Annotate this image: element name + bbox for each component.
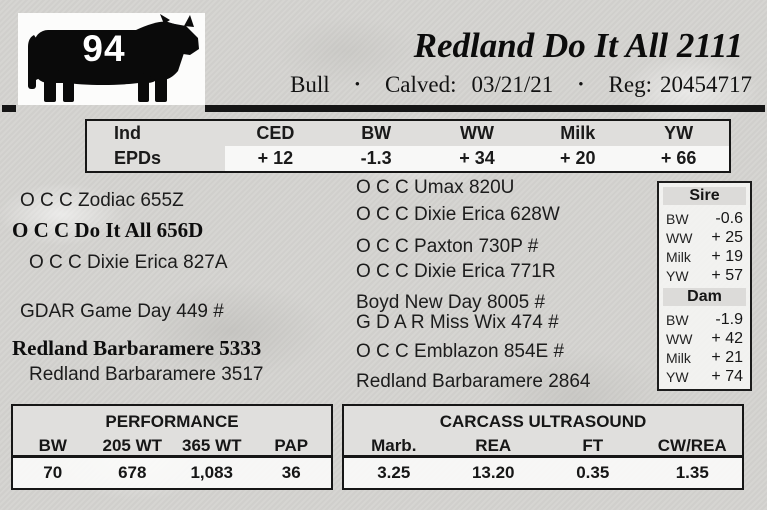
pedigree-sire-granddam: O C C Dixie Erica 827A	[29, 252, 228, 273]
pedigree-ancestor: O C C Paxton 730P #	[356, 236, 539, 257]
stat-label: YW	[666, 267, 689, 284]
epd-col-header-ced: CED	[256, 123, 295, 143]
stat-label: WW	[666, 330, 693, 347]
reg-number: 20454717	[660, 72, 752, 97]
epd-col-header-ww: WW	[460, 123, 494, 143]
stat-value: -0.6	[715, 209, 743, 227]
carcass-ultrasound-table: CARCASS ULTRASOUND Marb. REA FT CW/REA 3…	[342, 404, 744, 490]
epd-value-ced: + 12	[225, 146, 326, 171]
performance-table-header: PERFORMANCE BW 205 WT 365 WT PAP	[13, 406, 331, 458]
perf-value-205wt: 678	[118, 462, 147, 482]
epd-stat-row: WW + 25	[663, 228, 746, 247]
epd-table: Ind CED BW WW Milk YW EPDs + 12 -1.3 + 3…	[85, 119, 731, 173]
epd-col-header-yw: YW	[664, 123, 694, 143]
pedigree-ancestor: G D A R Miss Wix 474 #	[356, 312, 559, 333]
pedigree-sire-grandsire: O C C Zodiac 655Z	[20, 190, 184, 211]
performance-title: PERFORMANCE	[105, 412, 239, 431]
stat-label: BW	[666, 311, 689, 328]
pedigree-dam: Redland Barbaramere 5333	[12, 336, 262, 360]
separator-dot: •	[354, 76, 360, 93]
epd-stat-row: YW + 74	[663, 367, 746, 386]
epd-stat-row: Milk + 21	[663, 348, 746, 367]
carcass-value-rea: 13.20	[471, 462, 515, 482]
carcass-value-marb: 3.25	[377, 462, 411, 482]
epd-col-header-bw: BW	[361, 123, 392, 143]
separator-dot: •	[578, 76, 584, 93]
dam-section-header: Dam	[663, 288, 746, 306]
epd-col-header-milk: Milk	[560, 123, 596, 143]
epd-value-ww: + 34	[426, 146, 528, 171]
epd-stat-row: BW -1.9	[663, 310, 746, 329]
pedigree-ancestor: O C C Emblazon 854E #	[356, 341, 565, 362]
animal-name-title: Redland Do It All 2111	[413, 26, 743, 65]
calved-label: Calved:	[384, 72, 457, 97]
stat-value: + 19	[711, 247, 743, 265]
carcass-title: CARCASS ULTRASOUND	[439, 412, 647, 431]
perf-col-header-bw: BW	[38, 436, 67, 455]
pedigree-ancestor: Redland Barbaramere 2864	[356, 371, 591, 392]
pedigree-ancestor: Boyd New Day 8005 #	[356, 292, 546, 313]
pedigree-sire: O C C Do It All 656D	[12, 218, 204, 242]
performance-table: PERFORMANCE BW 205 WT 365 WT PAP 70 678 …	[11, 404, 333, 490]
pedigree-ancestor: O C C Dixie Erica 628W	[356, 204, 560, 225]
stat-label: BW	[666, 210, 689, 227]
bull-silhouette-icon	[28, 14, 199, 102]
pedigree-ancestor: O C C Umax 820U	[356, 177, 515, 198]
stat-value: + 21	[711, 348, 743, 366]
carcass-value-cwrea: 1.35	[675, 462, 709, 482]
stat-label: YW	[666, 368, 689, 385]
sex-label: Bull	[290, 72, 330, 97]
stat-value: + 57	[711, 266, 743, 284]
header-rule	[205, 105, 765, 112]
perf-col-header-205wt: 205 WT	[102, 436, 163, 455]
epd-stat-row: YW + 57	[663, 266, 746, 285]
pedigree-dam-granddam: Redland Barbaramere 3517	[29, 364, 264, 385]
perf-value-bw: 70	[43, 462, 63, 482]
stat-label: WW	[666, 229, 693, 246]
perf-col-header-pap: PAP	[274, 436, 309, 455]
header-rule-left-dash	[2, 105, 16, 112]
epd-value-bw: -1.3	[325, 146, 427, 171]
epd-stat-row: BW -0.6	[663, 209, 746, 228]
perf-value-pap: 36	[281, 462, 301, 482]
stat-label: Milk	[666, 248, 691, 265]
pedigree-ancestor: O C C Dixie Erica 771R	[356, 261, 556, 282]
carcass-table-header: CARCASS ULTRASOUND Marb. REA FT CW/REA	[344, 406, 742, 458]
stat-value: + 74	[711, 367, 743, 385]
carcass-value-ft: 0.35	[576, 462, 610, 482]
sire-section-header: Sire	[663, 187, 746, 205]
reg-label: Reg:	[608, 72, 652, 97]
sire-dam-epd-panel: Sire BW -0.6 WW + 25 Milk + 19 YW + 57 D…	[657, 181, 752, 391]
perf-col-header-365wt: 365 WT	[181, 436, 242, 455]
header-subline: Bull • Calved: 03/21/21 • Reg: 20454717	[290, 72, 752, 98]
epd-stat-row: WW + 42	[663, 329, 746, 348]
carcass-col-header-ft: FT	[582, 436, 604, 455]
registration: Reg: 20454717	[609, 72, 752, 98]
lot-number: 94	[82, 28, 126, 69]
carcass-col-header-rea: REA	[475, 436, 512, 455]
stat-label: Milk	[666, 349, 691, 366]
pedigree-dam-grandsire: GDAR Game Day 449 #	[20, 301, 224, 322]
stat-value: + 25	[711, 228, 743, 246]
stat-value: -1.9	[715, 310, 743, 328]
epd-stat-row: Milk + 19	[663, 247, 746, 266]
carcass-col-header-cwrea: CW/REA	[657, 436, 727, 455]
epd-value-milk: + 20	[527, 146, 629, 171]
epd-row1-label: Ind	[114, 123, 141, 143]
epd-row2-label: EPDs	[114, 148, 162, 168]
stat-value: + 42	[711, 329, 743, 347]
perf-value-365wt: 1,083	[190, 462, 234, 482]
carcass-col-header-marb: Marb.	[371, 436, 417, 455]
epd-value-yw: + 66	[628, 146, 729, 171]
calved-date: 03/21/21	[471, 72, 554, 97]
lot-badge: 94	[18, 13, 205, 105]
